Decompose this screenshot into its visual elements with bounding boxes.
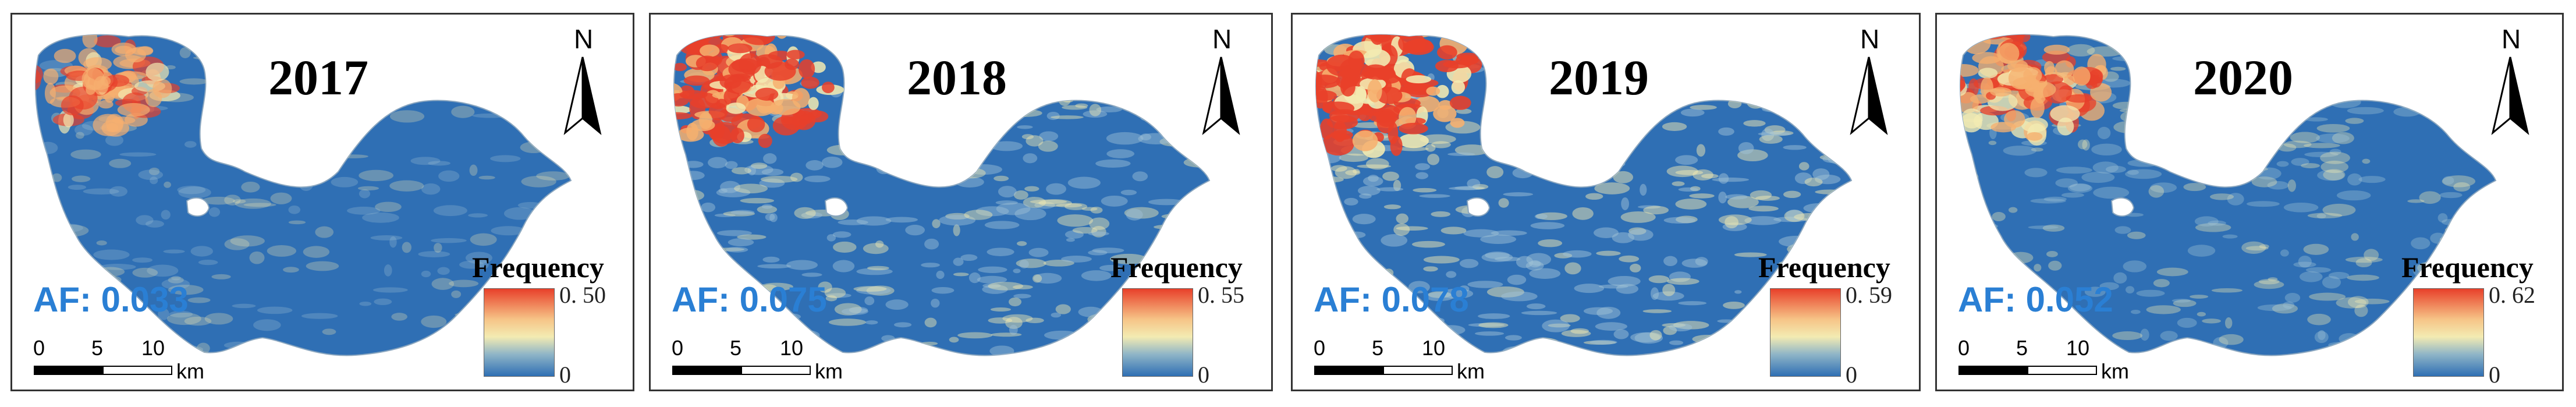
north-arrow-icon — [1202, 56, 1240, 136]
island — [186, 197, 210, 217]
af-value: 0.075 — [739, 280, 827, 319]
legend-colorbar — [2413, 288, 2484, 377]
scale-tick: 0 — [672, 336, 684, 360]
af-prefix: AF: — [1958, 280, 2016, 319]
north-arrow-icon — [1850, 56, 1888, 136]
year-label: 2020 — [2193, 49, 2293, 105]
scale-unit: km — [176, 359, 204, 383]
island — [824, 197, 849, 217]
map-panel-2018: 2018 N AF: 0.075 Frequency 0. 55 0 0 5 1… — [649, 13, 1273, 391]
scale-unit: km — [815, 359, 843, 383]
scale-unit: km — [2101, 359, 2129, 383]
legend-title: Frequency — [1110, 251, 1243, 284]
legend-min-value: 0 — [1198, 362, 1209, 388]
legend-title: Frequency — [472, 251, 604, 284]
scale-bar-graphic — [672, 366, 811, 375]
scale-tick: 10 — [780, 336, 804, 360]
map-panel-2017: 2017 N AF: 0.033 Frequency 0. 50 0 0 5 1… — [10, 13, 634, 391]
af-prefix: AF: — [1314, 280, 1372, 319]
year-label: 2017 — [268, 49, 368, 105]
scale-bar-graphic — [1314, 366, 1453, 375]
af-label: AF: 0.078 — [1314, 279, 1469, 320]
af-value: 0.052 — [2025, 280, 2113, 319]
scale-tick: 5 — [730, 336, 742, 360]
island — [1466, 197, 1491, 217]
af-label: AF: 0.075 — [672, 279, 827, 320]
legend-title: Frequency — [2401, 251, 2534, 284]
af-label: AF: 0.033 — [33, 279, 189, 320]
north-label: N — [574, 24, 594, 54]
lake-frequency-map — [35, 34, 572, 356]
legend-max-value: 0. 50 — [559, 282, 606, 308]
af-prefix: AF: — [33, 280, 91, 319]
map-panel-2020: 2020 N AF: 0.052 Frequency 0. 62 0 0 5 1… — [1935, 13, 2564, 391]
lake-frequency-map — [673, 34, 1211, 356]
legend-min-value: 0 — [1846, 362, 1857, 388]
scale-tick: 10 — [141, 336, 165, 360]
lake-outline — [35, 34, 572, 356]
scale-tick: 10 — [1422, 336, 1446, 360]
north-label: N — [1860, 24, 1880, 54]
scale-tick: 0 — [1314, 336, 1326, 360]
af-label: AF: 0.052 — [1958, 279, 2113, 320]
legend-title: Frequency — [1758, 251, 1890, 284]
legend-colorbar — [1122, 288, 1193, 377]
legend-min-value: 0 — [2489, 362, 2500, 388]
year-label: 2019 — [1549, 49, 1649, 105]
scale-tick: 5 — [1372, 336, 1384, 360]
year-label: 2018 — [907, 49, 1007, 105]
scale-tick: 5 — [2016, 336, 2028, 360]
lake-frequency-map — [1960, 34, 2497, 356]
island — [2110, 197, 2135, 217]
lake-frequency-map — [1315, 34, 1853, 356]
scale-unit: km — [1457, 359, 1485, 383]
scale-tick: 0 — [1958, 336, 1970, 360]
legend-max-value: 0. 55 — [1198, 282, 1244, 308]
north-label: N — [1212, 24, 1232, 54]
scale-tick: 0 — [33, 336, 45, 360]
af-value: 0.078 — [1381, 280, 1469, 319]
map-panel-2019: 2019 N AF: 0.078 Frequency 0. 59 0 0 5 1… — [1291, 13, 1921, 391]
scale-bar-graphic — [34, 366, 172, 375]
legend-colorbar — [484, 288, 555, 377]
af-prefix: AF: — [672, 280, 730, 319]
scale-tick: 5 — [91, 336, 104, 360]
af-value: 0.033 — [101, 280, 189, 319]
north-arrow-icon — [2491, 56, 2529, 136]
north-arrow-icon — [563, 56, 602, 136]
legend-colorbar — [1770, 288, 1841, 377]
scale-tick: 10 — [2066, 336, 2090, 360]
legend-max-value: 0. 59 — [1846, 282, 1892, 308]
scale-bar-graphic — [1958, 366, 2097, 375]
north-label: N — [2502, 24, 2521, 54]
legend-min-value: 0 — [559, 362, 571, 388]
legend-max-value: 0. 62 — [2489, 282, 2535, 308]
